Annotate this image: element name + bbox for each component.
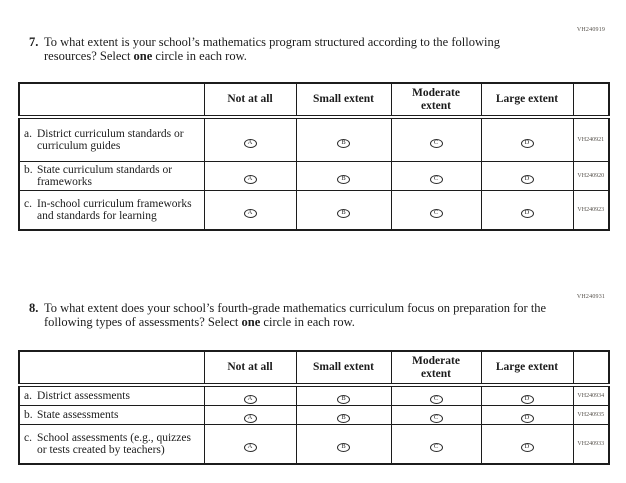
- row-label: In-school curriculum frameworks and stan…: [37, 197, 192, 223]
- answer-bubble-a[interactable]: A: [243, 442, 257, 452]
- item-code: VH240933: [572, 424, 610, 465]
- question-7-text-start: To what extent is your school’s mathemat…: [44, 35, 500, 63]
- question-7-text-bold: one: [133, 48, 153, 63]
- table-row: a. District assessments A B C D VH240934: [18, 384, 610, 406]
- column-header-not-at-all: Not at all: [203, 82, 297, 119]
- question-7-number: 7.: [29, 35, 39, 49]
- row-letter: a.: [24, 127, 32, 140]
- item-code: VH240934: [572, 384, 610, 406]
- answer-bubble-b[interactable]: B: [337, 413, 350, 423]
- row-letter: b.: [24, 163, 33, 176]
- column-header-small-extent: Small extent: [295, 350, 392, 387]
- answer-bubble-d[interactable]: D: [520, 174, 534, 184]
- column-header-moderate-extent: Moderate extent: [390, 350, 482, 387]
- item-code: VH240920: [572, 161, 610, 191]
- answer-bubble-d[interactable]: D: [520, 394, 534, 404]
- answer-bubble-d[interactable]: D: [520, 208, 534, 218]
- row-label: State assessments: [37, 408, 119, 421]
- question-7-text: To what extent is your school’s mathemat…: [44, 35, 549, 63]
- answer-bubble-b[interactable]: B: [337, 442, 350, 452]
- answer-bubble-d[interactable]: D: [520, 442, 534, 452]
- column-header-moderate-extent: Moderate extent: [390, 82, 482, 119]
- corner-cell: [18, 350, 205, 387]
- column-header-large-extent: Large extent: [480, 350, 574, 387]
- table-row: c. In-school curriculum frameworks and s…: [18, 190, 610, 231]
- question-8-number: 8.: [29, 301, 39, 315]
- question-8: 8. To what extent does your school’s fou…: [29, 301, 569, 329]
- answer-bubble-a[interactable]: A: [243, 413, 257, 423]
- q7-header-row: Not at all Small extent Moderate extent …: [18, 82, 610, 119]
- q8-header-row: Not at all Small extent Moderate extent …: [18, 350, 610, 387]
- answer-bubble-c[interactable]: C: [429, 394, 443, 404]
- item-code: VH240923: [572, 190, 610, 231]
- row-label: District curriculum standards or curricu…: [37, 127, 184, 153]
- row-label: School assessments (e.g., quizzes or tes…: [37, 431, 191, 457]
- answer-bubble-d[interactable]: D: [520, 413, 534, 423]
- question-7-code: VH240919: [576, 27, 606, 33]
- row-letter: a.: [24, 389, 32, 402]
- question-8-text-start: To what extent does your school’s fourth…: [44, 301, 547, 329]
- question-8-text-bold: one: [241, 314, 261, 329]
- corner-cell: [18, 82, 205, 119]
- q7-table: Not at all Small extent Moderate extent …: [18, 82, 610, 231]
- question-7-text-end: circle in each row.: [152, 48, 247, 63]
- answer-bubble-c[interactable]: C: [429, 442, 443, 452]
- row-letter: c.: [24, 197, 32, 210]
- answer-bubble-a[interactable]: A: [243, 138, 257, 148]
- column-header-small-extent: Small extent: [295, 82, 392, 119]
- column-header-large-extent: Large extent: [480, 82, 574, 119]
- row-label: District assessments: [37, 389, 130, 402]
- item-code: VH240921: [572, 116, 610, 162]
- answer-bubble-b[interactable]: B: [337, 394, 350, 404]
- answer-bubble-a[interactable]: A: [243, 208, 257, 218]
- row-letter: c.: [24, 431, 32, 444]
- answer-bubble-a[interactable]: A: [243, 174, 257, 184]
- question-8-text-end: circle in each row.: [260, 314, 355, 329]
- answer-bubble-c[interactable]: C: [429, 208, 443, 218]
- table-row: b. State curriculum standards or framewo…: [18, 161, 610, 191]
- question-8-code: VH240931: [576, 294, 606, 300]
- question-7: 7. To what extent is your school’s mathe…: [29, 35, 569, 63]
- answer-bubble-c[interactable]: C: [429, 174, 443, 184]
- answer-bubble-d[interactable]: D: [520, 138, 534, 148]
- table-row: a. District curriculum standards or curr…: [18, 116, 610, 162]
- answer-bubble-b[interactable]: B: [337, 208, 350, 218]
- item-code: VH240935: [572, 405, 610, 425]
- answer-bubble-c[interactable]: C: [429, 413, 443, 423]
- question-8-text: To what extent does your school’s fourth…: [44, 301, 549, 329]
- row-label: State curriculum standards or frameworks: [37, 163, 173, 189]
- answer-bubble-b[interactable]: B: [337, 138, 350, 148]
- code-column-header: [572, 82, 610, 119]
- row-letter: b.: [24, 408, 33, 421]
- q8-table: Not at all Small extent Moderate extent …: [18, 350, 610, 465]
- answer-bubble-b[interactable]: B: [337, 174, 350, 184]
- table-row: b. State assessments A B C D VH240935: [18, 405, 610, 425]
- table-row: c. School assessments (e.g., quizzes or …: [18, 424, 610, 465]
- answer-bubble-a[interactable]: A: [243, 394, 257, 404]
- column-header-not-at-all: Not at all: [203, 350, 297, 387]
- answer-bubble-c[interactable]: C: [429, 138, 443, 148]
- code-column-header: [572, 350, 610, 387]
